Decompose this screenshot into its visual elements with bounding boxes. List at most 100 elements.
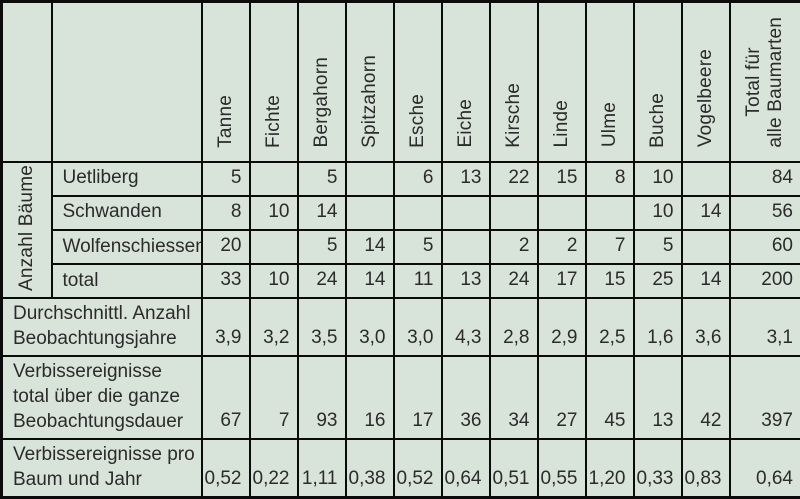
value-cell (250, 162, 298, 196)
value-cell: 3,0 (394, 298, 442, 356)
value-cell: 0,51 (490, 439, 538, 498)
value-cell: 5 (634, 230, 682, 264)
value-cell: 10 (634, 162, 682, 196)
value-cell: 10 (634, 196, 682, 230)
value-cell (586, 196, 634, 230)
value-cell: 3,0 (346, 298, 394, 356)
column-header-spitzahorn: Spitzahorn (346, 2, 394, 162)
value-cell: 7 (586, 230, 634, 264)
summary-row-label: Verbissereignisse total über die ganze B… (2, 356, 202, 439)
column-header-esche: Esche (394, 2, 442, 162)
column-header-label: Bergahorn (311, 57, 333, 148)
value-cell: 33 (202, 264, 250, 298)
value-cell: 67 (202, 356, 250, 439)
value-cell (682, 162, 730, 196)
value-cell (394, 196, 442, 230)
value-cell: 24 (490, 264, 538, 298)
value-cell: 0,33 (634, 439, 682, 498)
value-cell: 17 (394, 356, 442, 439)
value-cell: 5 (298, 230, 346, 264)
value-cell: 3,6 (682, 298, 730, 356)
column-header-fichte: Fichte (250, 2, 298, 162)
value-cell (490, 196, 538, 230)
value-cell: 0,38 (346, 439, 394, 498)
column-header-ulme: Ulme (586, 2, 634, 162)
column-header-total-label: Total für alle Baumarten (743, 17, 787, 148)
value-cell: 36 (442, 356, 490, 439)
column-header-linde: Linde (538, 2, 586, 162)
row-label: Uetliberg (52, 162, 202, 196)
value-cell: 397 (730, 356, 800, 439)
column-header-buche: Buche (634, 2, 682, 162)
value-cell: 16 (346, 356, 394, 439)
row-group-label: Anzahl Bäume (16, 165, 38, 291)
value-cell: 24 (298, 264, 346, 298)
value-cell: 5 (298, 162, 346, 196)
value-cell: 6 (394, 162, 442, 196)
column-header-kirsche: Kirsche (490, 2, 538, 162)
row-label: Schwanden (52, 196, 202, 230)
value-cell: 13 (442, 264, 490, 298)
value-cell: 10 (250, 196, 298, 230)
column-header-label: Vogelbeere (695, 49, 717, 147)
value-cell: 3,5 (298, 298, 346, 356)
row-label: Wolfenschiessen (52, 230, 202, 264)
row-label: total (52, 264, 202, 298)
value-cell: 20 (202, 230, 250, 264)
value-cell: 1,11 (298, 439, 346, 498)
value-cell (682, 230, 730, 264)
value-cell: 0,64 (442, 439, 490, 498)
value-cell: 60 (730, 230, 800, 264)
value-cell: 2 (490, 230, 538, 264)
value-cell: 84 (730, 162, 800, 196)
value-cell: 56 (730, 196, 800, 230)
value-cell (442, 230, 490, 264)
column-header-eiche: Eiche (442, 2, 490, 162)
column-header-label: Kirsche (503, 83, 525, 148)
value-cell: 8 (586, 162, 634, 196)
value-cell: 3,1 (730, 298, 800, 356)
value-cell: 42 (682, 356, 730, 439)
value-cell: 5 (394, 230, 442, 264)
value-cell: 25 (634, 264, 682, 298)
value-cell: 3,2 (250, 298, 298, 356)
value-cell: 2,5 (586, 298, 634, 356)
value-cell: 7 (250, 356, 298, 439)
value-cell (250, 230, 298, 264)
value-cell: 0,55 (538, 439, 586, 498)
column-header-label: Eiche (455, 99, 477, 148)
value-cell: 34 (490, 356, 538, 439)
value-cell (346, 196, 394, 230)
value-cell: 13 (634, 356, 682, 439)
value-cell (442, 196, 490, 230)
value-cell: 1,20 (586, 439, 634, 498)
table-row: Verbissereignisse total über die ganze B… (2, 356, 800, 439)
value-cell: 8 (202, 196, 250, 230)
value-cell: 11 (394, 264, 442, 298)
column-header-vogelbeere: Vogelbeere (682, 2, 730, 162)
header-blank-corner (2, 2, 52, 162)
value-cell: 14 (346, 230, 394, 264)
value-cell: 3,9 (202, 298, 250, 356)
value-cell: 17 (538, 264, 586, 298)
value-cell: 2,9 (538, 298, 586, 356)
value-cell: 93 (298, 356, 346, 439)
column-header-total: Total für alle Baumarten (730, 2, 800, 162)
value-cell: 14 (298, 196, 346, 230)
value-cell: 4,3 (442, 298, 490, 356)
value-cell: 0,52 (202, 439, 250, 498)
row-group-anzahl-baeume: Anzahl Bäume (2, 162, 52, 299)
value-cell: 22 (490, 162, 538, 196)
column-header-label: Esche (407, 94, 429, 148)
value-cell: 14 (682, 196, 730, 230)
value-cell: 15 (586, 264, 634, 298)
column-header-label: Buche (647, 93, 669, 148)
